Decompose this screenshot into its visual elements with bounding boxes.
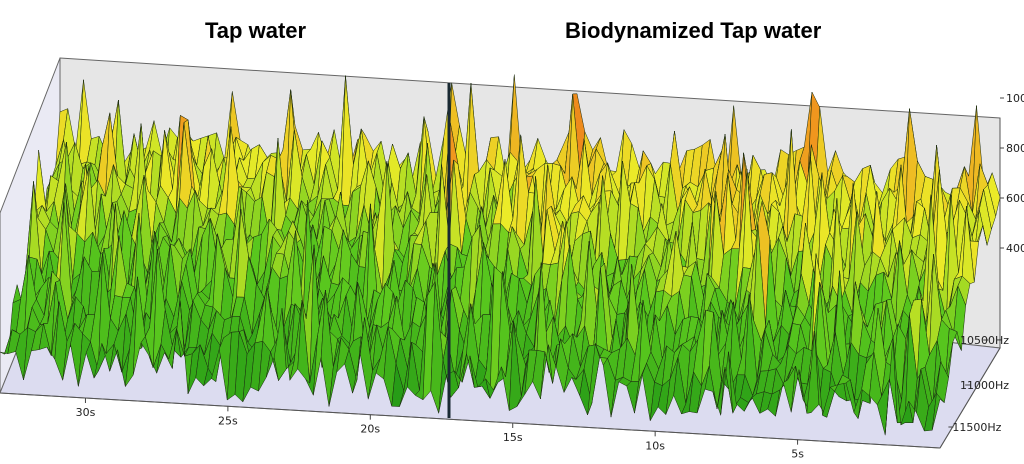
z-tick: 800 [1000,142,1024,155]
x-tick: 25s [218,406,238,427]
x-tick-label: 20s [360,423,380,436]
y-tick-label: 11000Hz [960,379,1009,392]
x-tick: 10s [645,431,665,452]
z-tick-label: 600 [1006,192,1024,205]
y-axis: 10500Hz 11000Hz 11500Hz [948,334,1009,434]
y-tick: 10500Hz [960,334,1009,347]
panel-title-biodynamized: Biodynamized Tap water [565,18,822,43]
z-tick: 600 [1000,192,1024,205]
x-tick: 20s [360,414,380,436]
z-tick: 1000 [1000,92,1024,105]
y-tick-label: 10500Hz [960,334,1009,347]
x-tick: 30s [76,398,96,419]
x-tick-label: 25s [218,414,238,427]
y-tick: 11000Hz [960,379,1009,392]
front-bottom-edge [0,392,941,449]
x-tick-label: 10s [645,439,665,452]
x-axis: 30s 25s 20s 15s 10s 5s [76,398,804,461]
z-tick-label: 800 [1006,142,1024,155]
y-tick-label: 11500Hz [952,421,1001,434]
z-tick-label: 1000 [1006,92,1024,105]
z-axis: 1000 800 600 400 [1000,92,1024,255]
x-tick-label: 5s [791,448,804,461]
x-tick-label: 30s [76,406,96,419]
x-tick: 5s [791,439,804,461]
front-right-edge [939,347,1001,449]
z-tick-label: 400 [1006,242,1024,255]
surface-mesh [0,74,1001,436]
x-tick-label: 15s [503,431,523,444]
panel-title-tap-water: Tap water [205,18,307,43]
surface-cell [931,392,945,431]
x-tick: 15s [503,423,523,444]
z-tick: 400 [1000,242,1024,255]
y-tick: 11500Hz [948,421,1002,434]
